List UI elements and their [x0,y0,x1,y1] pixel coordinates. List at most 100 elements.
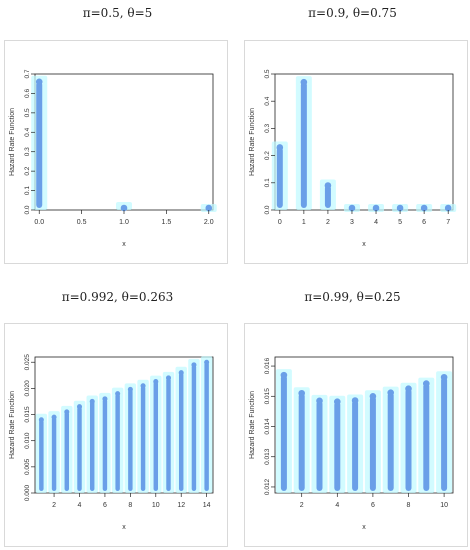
bar [441,377,448,491]
y-tick-label: 0.014 [264,418,271,435]
bar-tip [204,359,210,365]
y-tick-label: 0.013 [264,448,271,465]
y-tick-label: 0.2 [264,151,271,160]
bar-tip [115,391,121,397]
chart-panel-4: 2 4 6 8 10 0.012 0.013 0.014 0.015 0.016 x Hazard R… [244,323,468,547]
chart-3-svg: 2 4 6 8 10 12 14 0.000 0.005 0.010 0.015 0.020 0.025… [9,354,214,531]
y-axis-label: Hazard Rate Function [9,108,16,176]
y-tick-label: 0.020 [24,380,31,397]
chart-panel-2: 0 1 2 3 4 5 6 7 0.0 0.1 0.2 0.3 0.4 0.5 x Hazard Rate F… [244,40,468,264]
bar-tip [396,204,404,212]
bar [102,398,108,491]
x-tick-label: 3 [350,219,354,226]
bar [115,393,120,491]
y-axis-label: Hazard Rate Function [9,391,16,459]
y-tick-label: 0.025 [24,354,31,371]
x-tick-label: 4 [335,502,339,509]
x-tick-label: 0.0 [34,219,44,226]
bar [324,185,331,208]
y-tick-label: 0.000 [24,484,31,501]
bar [423,383,430,491]
y-tick-label: 0.005 [24,458,31,475]
bar-tip [127,386,133,392]
bar [316,400,323,491]
y-tick-label: 0.015 [24,406,31,423]
bar-tip [300,78,308,86]
bar [334,401,341,491]
bar-tip [140,383,146,389]
bar-tip [348,204,356,212]
bar-tip [153,379,159,385]
panel-4-title: π=0.99, θ=0.25 [304,290,401,304]
x-tick-label: 0.5 [77,219,87,226]
bar [191,364,197,491]
bar-tip [372,204,380,212]
bar [298,393,305,491]
panel-2-title: π=0.9, θ=0.75 [308,6,397,20]
y-tick-label: 0.010 [24,432,31,449]
bar-tip [76,404,83,410]
x-tick-label: 8 [128,502,132,509]
bar [387,392,394,491]
plot-box [274,356,454,494]
y-axis-label: Hazard Rate Function [249,391,256,459]
x-tick-label: 2 [52,502,56,509]
y-tick-label: 0.0 [264,205,271,214]
bar-tip [38,417,44,423]
x-tick-label: 8 [407,502,411,509]
plot-box [34,356,214,494]
bar-tip [89,398,95,404]
panel-3-title: π=0.992, θ=0.263 [61,290,174,304]
bar-tip [280,371,288,379]
x-tick-label: 10 [152,502,160,509]
bar [89,401,95,491]
x-axis-label: x [362,241,366,248]
y-tick-label: 0.2 [24,166,31,175]
chart-panel-3: 2 4 6 8 10 12 14 0.000 0.005 0.010 0.015 0.020 0.025… [4,323,228,547]
x-axis-label: x [122,241,126,248]
x-tick-label: 2.0 [204,219,214,226]
x-tick-label: 0 [278,219,282,226]
chart-1-svg: 0.0 0.5 1.0 1.5 2.0 0.0 0.1 0.2 0.3 0.4 0.5 0.6 0.7 x… [9,69,217,248]
x-tick-label: 14 [203,502,211,509]
bar-tip [444,204,452,212]
bar-tip [387,389,394,396]
x-axis-label: x [122,524,126,531]
bar [128,389,133,491]
bar [77,406,82,491]
bar [276,147,283,208]
plot-box [34,73,214,211]
y-tick-label: 0.016 [264,358,271,375]
y-tick-label: 0.012 [264,478,271,495]
bar [204,362,209,491]
x-tick-label: 2 [326,219,330,226]
x-tick-label: 4 [374,219,378,226]
chart-panel-1: 0.0 0.5 1.0 1.5 2.0 0.0 0.1 0.2 0.3 0.4 0.5 0.6 0.7 x… [4,40,228,264]
bar-tip [440,373,448,381]
bar [64,411,70,491]
bar [36,81,43,208]
bar-tip [423,380,430,387]
x-tick-label: 6 [103,502,107,509]
y-tick-label: 0.6 [24,89,31,98]
chart-4-svg: 2 4 6 8 10 0.012 0.013 0.014 0.015 0.016 x Hazard R… [249,356,454,531]
y-tick-label: 0.1 [24,186,31,195]
bar-tip [276,144,284,151]
y-tick-label: 0.4 [264,96,271,105]
bar-tip [298,389,305,397]
bar-tip [316,397,323,405]
bar-tip [64,409,70,415]
y-tick-label: 0.5 [24,108,31,117]
bar-tip [334,398,341,406]
x-tick-label: 6 [371,502,375,509]
bar [352,400,359,491]
x-tick-label: 1.0 [119,219,129,226]
y-tick-label: 0.3 [24,147,31,156]
y-tick-label: 0.3 [264,124,271,133]
bar-tip [191,362,197,368]
y-tick-label: 0.015 [264,388,271,405]
x-tick-label: 12 [177,502,185,509]
bar-tip [178,370,184,376]
x-tick-label: 10 [440,502,448,509]
bar [51,417,57,491]
